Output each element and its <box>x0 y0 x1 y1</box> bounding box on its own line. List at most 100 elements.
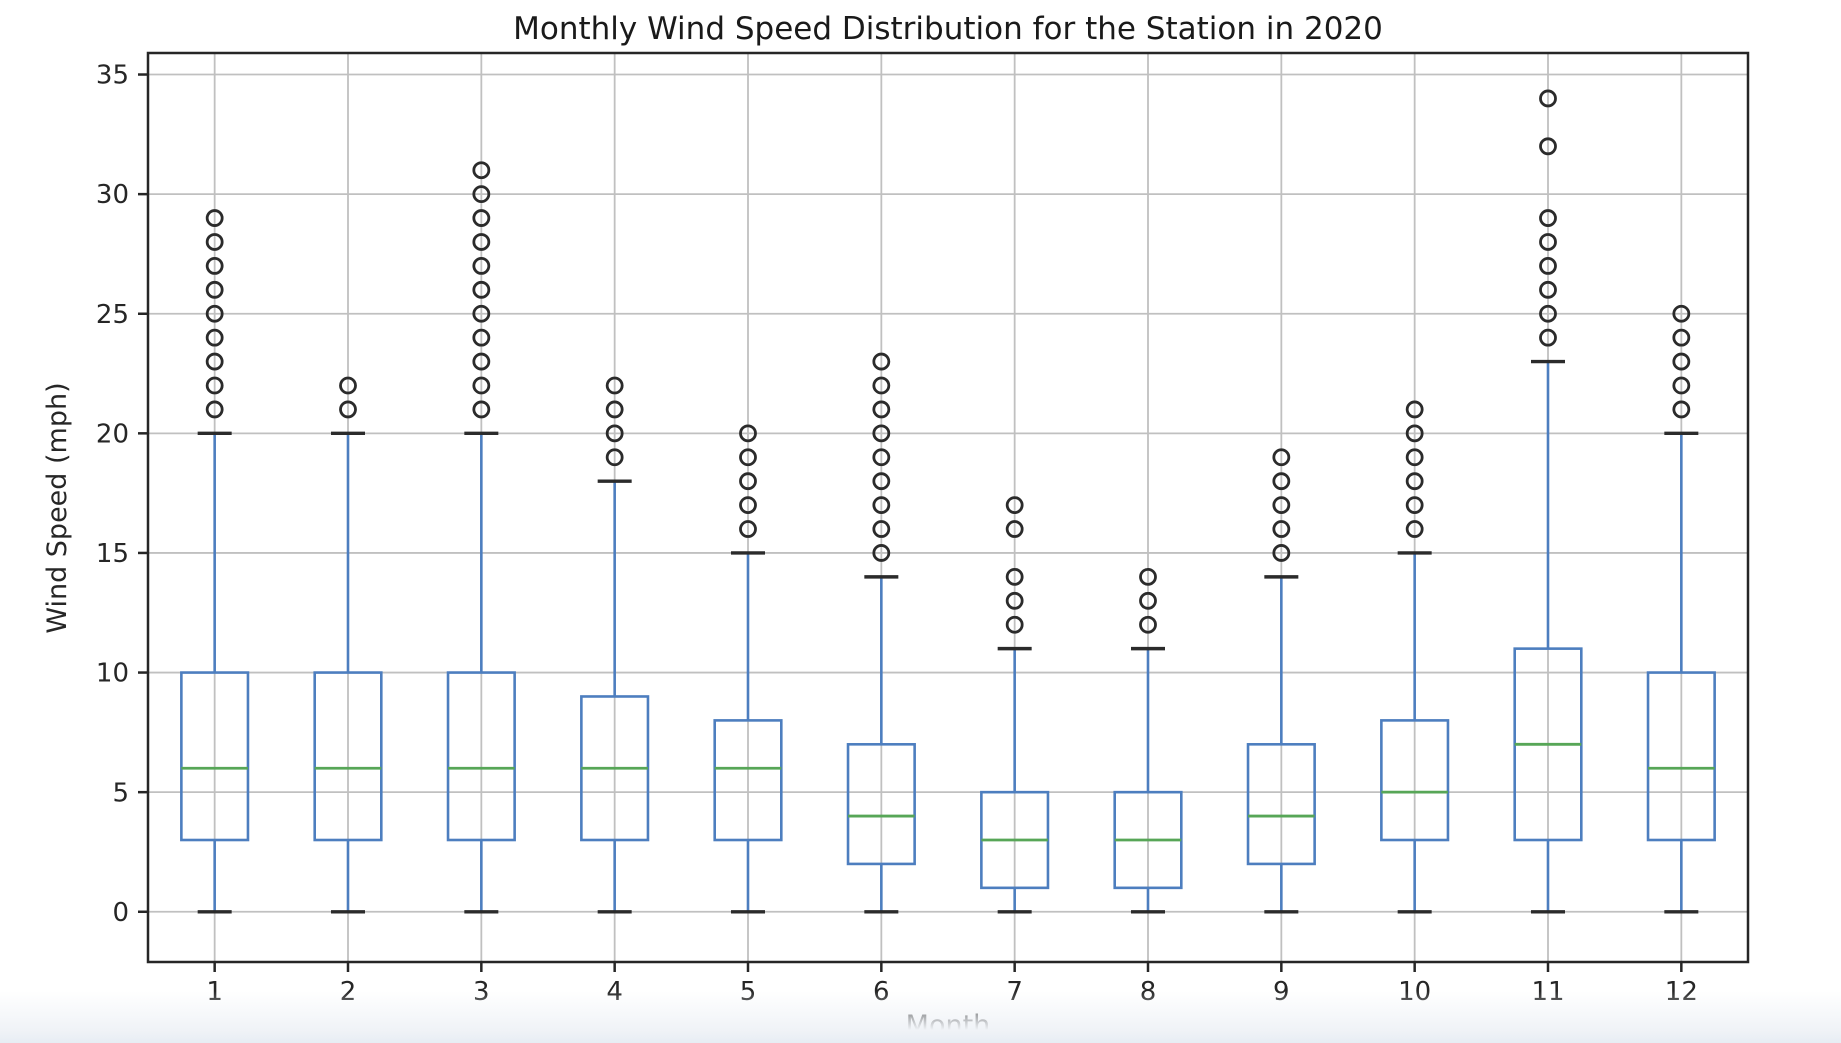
outlier-point <box>205 233 224 251</box>
outlier-point <box>605 376 624 395</box>
outlier-point <box>739 472 757 491</box>
box-series-layer <box>180 89 1716 914</box>
plot-border <box>146 51 1750 964</box>
outlier-point <box>1272 496 1291 515</box>
iqr-box <box>313 671 383 842</box>
outlier-point <box>1539 137 1557 156</box>
outlier-point <box>1539 280 1557 299</box>
outlier-point <box>1672 304 1691 323</box>
outlier-point <box>1005 520 1024 538</box>
outlier-point <box>1672 400 1691 419</box>
outlier-point <box>472 185 491 204</box>
outlier-point <box>472 233 491 251</box>
outlier-point <box>605 400 624 419</box>
outlier-point <box>1672 328 1691 347</box>
box-month-11 <box>1513 89 1583 914</box>
outlier-point <box>872 400 891 419</box>
outlier-point <box>1139 567 1157 586</box>
outlier-point <box>205 304 224 323</box>
outlier-point <box>1405 400 1424 419</box>
outlier-point <box>205 256 224 275</box>
box-month-6 <box>846 352 916 914</box>
outlier-point <box>1539 233 1557 251</box>
iqr-box <box>180 671 250 842</box>
outlier-point <box>1272 520 1291 538</box>
outlier-point <box>339 376 357 395</box>
outlier-point <box>605 448 624 467</box>
outlier-point <box>339 400 357 419</box>
y-axis-label: Wind Speed (mph) <box>42 382 73 633</box>
x-tick-label: 2 <box>340 977 357 1007</box>
x-tick-label: 9 <box>1273 977 1290 1007</box>
outlier-point <box>472 304 491 323</box>
box-month-10 <box>1380 400 1450 914</box>
outlier-point <box>872 376 891 395</box>
y-tick-label: 15 <box>96 539 129 569</box>
outlier-point <box>1672 352 1691 371</box>
outlier-point <box>872 496 891 515</box>
outlier-point <box>472 256 491 275</box>
outlier-point <box>1539 89 1557 108</box>
x-tick-label: 6 <box>873 977 890 1007</box>
y-tick-label: 20 <box>96 419 129 449</box>
x-tick-label: 3 <box>473 977 490 1007</box>
outlier-point <box>1539 304 1557 323</box>
box-month-4 <box>580 376 650 914</box>
outlier-point <box>205 352 224 371</box>
outlier-point <box>1405 448 1424 467</box>
x-tick-label: 8 <box>1140 977 1157 1007</box>
outlier-point <box>1539 256 1557 275</box>
outlier-point <box>1005 591 1024 610</box>
outlier-point <box>205 328 224 347</box>
outlier-point <box>872 472 891 491</box>
outlier-point <box>872 424 891 443</box>
outlier-point <box>872 352 891 371</box>
x-tick-label: 7 <box>1006 977 1023 1007</box>
y-tick-label: 0 <box>112 898 129 928</box>
outlier-point <box>1539 209 1557 227</box>
outlier-point <box>472 280 491 299</box>
outlier-point <box>472 400 491 419</box>
y-tick-label: 30 <box>96 180 129 210</box>
outlier-point <box>205 376 224 395</box>
box-month-9 <box>1246 448 1316 914</box>
outlier-point <box>739 448 757 467</box>
outlier-point <box>1672 376 1691 395</box>
outlier-point <box>472 161 491 180</box>
outlier-point <box>739 496 757 515</box>
iqr-box <box>446 671 516 842</box>
x-tick-label: 4 <box>606 977 623 1007</box>
outlier-point <box>1005 615 1024 634</box>
box-month-8 <box>1113 567 1183 914</box>
outlier-point <box>1405 472 1424 491</box>
box-month-7 <box>980 496 1050 914</box>
iqr-box <box>1380 719 1450 842</box>
outlier-point <box>1405 496 1424 515</box>
box-month-12 <box>1646 304 1716 914</box>
outlier-point <box>472 328 491 347</box>
box-month-3 <box>446 161 516 914</box>
x-tick-label: 5 <box>740 977 757 1007</box>
chart-title: Monthly Wind Speed Distribution for the … <box>513 11 1383 47</box>
y-tick-label: 5 <box>112 778 129 808</box>
grid-layer <box>148 53 1748 962</box>
outlier-point <box>1005 496 1024 515</box>
outlier-point <box>872 520 891 538</box>
outlier-point <box>205 209 224 227</box>
y-tick-label: 35 <box>96 61 129 91</box>
outlier-point <box>1272 448 1291 467</box>
outlier-point <box>1272 544 1291 562</box>
outlier-point <box>605 424 624 443</box>
y-tick-label: 10 <box>96 659 129 689</box>
x-tick-label: 12 <box>1665 977 1698 1007</box>
iqr-box <box>1646 671 1716 842</box>
outlier-point <box>472 352 491 371</box>
box-month-5 <box>713 424 783 914</box>
outlier-point <box>872 448 891 467</box>
outlier-point <box>1539 328 1557 347</box>
x-axis-label: Month <box>906 1010 991 1041</box>
box-month-1 <box>180 209 250 914</box>
x-tick-label: 10 <box>1398 977 1431 1007</box>
